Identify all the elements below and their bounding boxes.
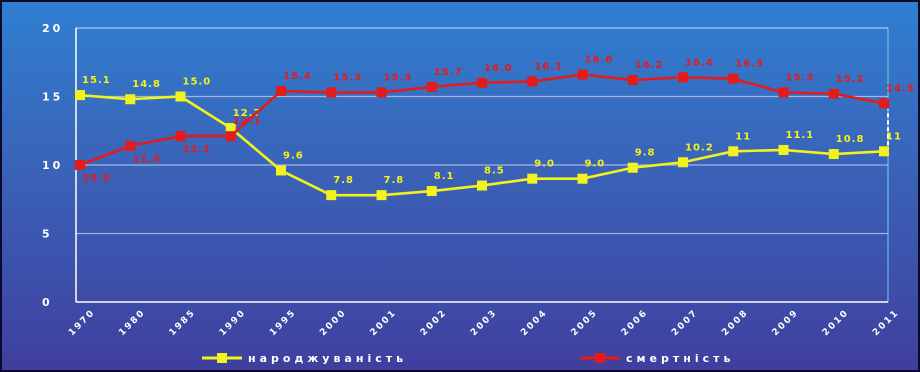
y-tick-label: 15 [42, 91, 63, 104]
data-point [125, 94, 136, 105]
data-point [627, 162, 638, 173]
data-point [326, 87, 337, 98]
x-tick-label: 2001 [369, 308, 399, 338]
data-point [225, 123, 236, 134]
data-point [728, 73, 739, 84]
data-point [75, 90, 85, 101]
data-point [728, 146, 739, 157]
x-tick-label: 2008 [720, 308, 750, 338]
data-point [828, 88, 839, 99]
x-tick-label: 2009 [771, 308, 801, 338]
x-tick-label: 2005 [570, 308, 600, 338]
data-label: 16.4 [685, 57, 714, 68]
data-point [376, 87, 387, 98]
x-tick-label: 1995 [268, 308, 298, 338]
data-point [778, 144, 789, 155]
data-label: 7.8 [384, 175, 405, 186]
data-label: 11 [735, 131, 751, 142]
data-point [527, 76, 538, 87]
x-tick-label: 1985 [168, 308, 198, 338]
data-label: 15.3 [333, 72, 362, 83]
data-point [276, 86, 286, 97]
data-label: 7.8 [333, 175, 354, 186]
data-point [678, 72, 688, 83]
data-point [577, 69, 588, 80]
data-point [879, 98, 889, 109]
data-point [175, 131, 186, 142]
x-tick-label: 2000 [318, 308, 348, 338]
data-point [175, 91, 186, 102]
data-label: 10.0 [82, 173, 111, 184]
data-label: 12.1 [183, 144, 212, 155]
data-label: 9.0 [585, 159, 606, 170]
legend-label: смертність [626, 352, 734, 365]
data-label: 15.4 [283, 71, 312, 82]
y-tick-label: 5 [42, 228, 53, 241]
data-label: 14.5 [886, 83, 915, 94]
x-tick-label: 1970 [67, 308, 97, 338]
data-point [276, 165, 286, 176]
data-label: 9.8 [635, 148, 656, 159]
legend-label: народжуваність [248, 352, 407, 365]
data-label: 16.2 [635, 60, 664, 71]
x-tick-label: 2003 [469, 308, 499, 338]
data-label: 10.8 [836, 134, 865, 145]
data-label: 15.7 [434, 67, 463, 78]
data-point [225, 131, 236, 142]
data-point [879, 146, 889, 157]
data-label: 12.1 [233, 116, 262, 127]
x-tick-label: 1980 [117, 308, 147, 338]
data-label: 10.2 [685, 142, 714, 153]
data-label: 16.6 [585, 55, 614, 66]
data-label: 16.3 [735, 59, 764, 70]
data-label: 15.3 [384, 72, 413, 83]
y-tick-label: 20 [42, 22, 63, 35]
data-label: 11.1 [786, 130, 815, 141]
legend-marker [595, 353, 605, 363]
x-tick-label: 2011 [871, 308, 901, 338]
data-label: 12.7 [233, 108, 262, 119]
data-label: 9.0 [534, 159, 555, 170]
x-tick-label: 1990 [218, 308, 248, 338]
data-label: 16.0 [484, 63, 513, 74]
data-point [627, 75, 638, 86]
data-point [426, 81, 437, 92]
data-point [778, 87, 789, 98]
data-label: 8.1 [434, 171, 455, 182]
data-label: 11.4 [132, 154, 161, 165]
x-tick-label: 2002 [419, 308, 449, 338]
legend-marker [217, 353, 227, 363]
data-point [828, 149, 839, 160]
x-tick-label: 2007 [670, 308, 700, 338]
y-tick-label: 10 [42, 159, 63, 172]
data-point [577, 173, 588, 184]
data-label: 15.3 [786, 72, 815, 83]
data-label: 15.2 [836, 74, 865, 85]
data-label: 15.0 [183, 77, 212, 88]
data-label: 16.1 [534, 61, 563, 72]
data-point [125, 140, 136, 151]
data-label: 14.8 [132, 79, 161, 90]
x-tick-label: 2004 [519, 308, 549, 338]
data-point [678, 157, 688, 168]
data-point [477, 77, 487, 88]
data-label: 11 [886, 131, 902, 142]
data-point [477, 180, 487, 191]
data-point [527, 173, 538, 184]
data-point [376, 190, 387, 201]
data-point [426, 186, 437, 197]
x-tick-label: 2006 [620, 308, 650, 338]
y-tick-label: 0 [42, 296, 53, 309]
data-point [326, 190, 337, 201]
data-label: 15.1 [82, 75, 111, 86]
data-label: 8.5 [484, 166, 505, 177]
data-label: 9.6 [283, 150, 304, 161]
x-tick-label: 2010 [821, 308, 851, 338]
data-point [75, 160, 85, 170]
